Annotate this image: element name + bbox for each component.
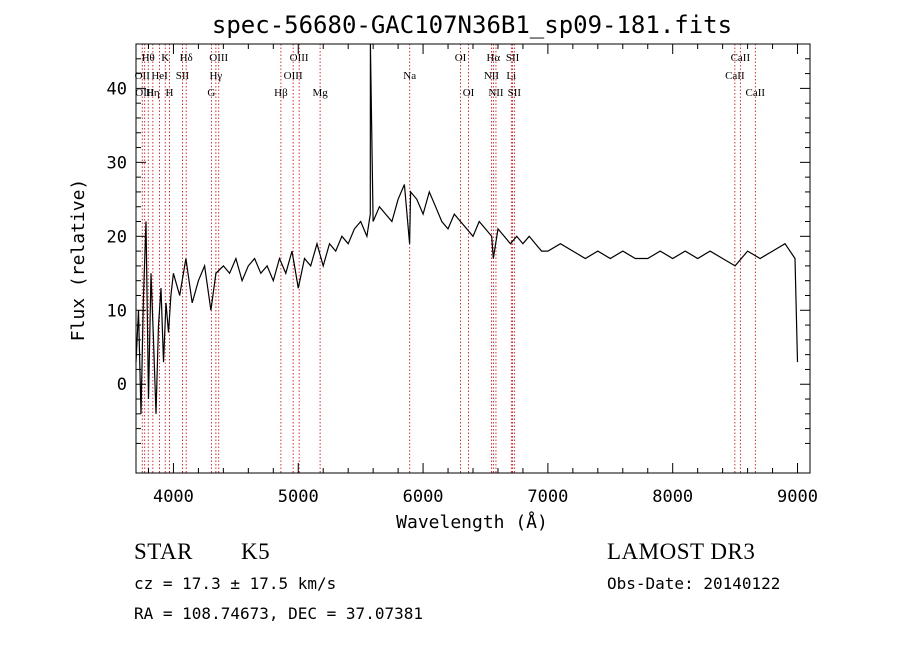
line-marker-label: OII <box>135 70 151 82</box>
line-marker-label: Hγ <box>209 70 222 82</box>
line-marker-label: SII <box>176 70 190 82</box>
line-marker-label: OIII <box>209 52 228 64</box>
line-marker-label: SII <box>506 52 520 64</box>
y-tick-label: 0 <box>117 375 127 395</box>
plot-frame <box>135 43 811 474</box>
spectral-line-labels: OIIOIIIHθHηHeIKHSIIHδGHγOIIIHβOIIIOIIIMg… <box>135 52 766 99</box>
line-marker-label: Li <box>506 70 516 82</box>
line-marker-label: HeI <box>151 70 168 82</box>
line-marker-label: Mg <box>312 87 328 99</box>
y-tick-label: 20 <box>107 227 127 247</box>
line-marker-label: G <box>207 87 215 99</box>
x-tick-label: 4000 <box>153 487 194 507</box>
line-marker-label: Hα <box>486 52 500 64</box>
line-marker-label: OIII <box>290 52 309 64</box>
line-marker-label: SII <box>508 87 522 99</box>
x-tick-label: 7000 <box>527 487 568 507</box>
spectrum-line <box>135 43 799 414</box>
observation-date: Obs-Date: 20140122 <box>607 574 781 593</box>
x-axis-label: Wavelength (Å) <box>396 511 548 533</box>
line-marker-label: CaII <box>725 70 745 82</box>
y-tick-label: 10 <box>107 301 127 321</box>
chart-title: spec-56680-GAC107N36B1_sp09-181.fits <box>212 11 732 39</box>
x-tick-label: 9000 <box>777 487 818 507</box>
line-marker-label: CaII <box>731 52 751 64</box>
x-tick-label: 5000 <box>278 487 319 507</box>
line-marker-label: H <box>165 87 173 99</box>
line-marker-label: NII <box>484 70 500 82</box>
line-marker-label: OIII <box>284 70 303 82</box>
line-marker-label: Hθ <box>142 52 155 64</box>
y-tick-label: 40 <box>107 79 127 99</box>
line-marker-label: OI <box>455 52 467 64</box>
line-marker-label: K <box>161 52 169 64</box>
coordinates-readout: RA = 108.74673, DEC = 37.07381 <box>134 604 423 623</box>
line-marker-label: Hβ <box>274 87 288 99</box>
y-tick-label: 30 <box>107 153 127 173</box>
object-class: STAR <box>134 539 193 564</box>
line-marker-label: Na <box>403 70 416 82</box>
line-marker-label: NII <box>488 87 504 99</box>
line-marker-label: Hδ <box>180 52 193 64</box>
x-axis: 4000 5000 6000 7000 8000 9000 <box>147 44 818 507</box>
line-marker-label: Hη <box>146 87 160 99</box>
redshift-readout: cz = 17.3 ± 17.5 km/s <box>134 574 337 593</box>
x-tick-label: 8000 <box>652 487 693 507</box>
line-marker-label: OIII <box>135 87 154 99</box>
y-axis-label: Flux (relative) <box>68 179 89 342</box>
spectral-line-markers <box>141 44 756 473</box>
survey-name: LAMOST DR3 <box>607 539 756 564</box>
object-subclass: K5 <box>241 539 271 564</box>
line-marker-label: OI <box>463 87 475 99</box>
x-tick-label: 6000 <box>403 487 444 507</box>
y-axis: 0 10 20 30 40 <box>107 58 810 444</box>
line-marker-label: CaII <box>746 87 766 99</box>
